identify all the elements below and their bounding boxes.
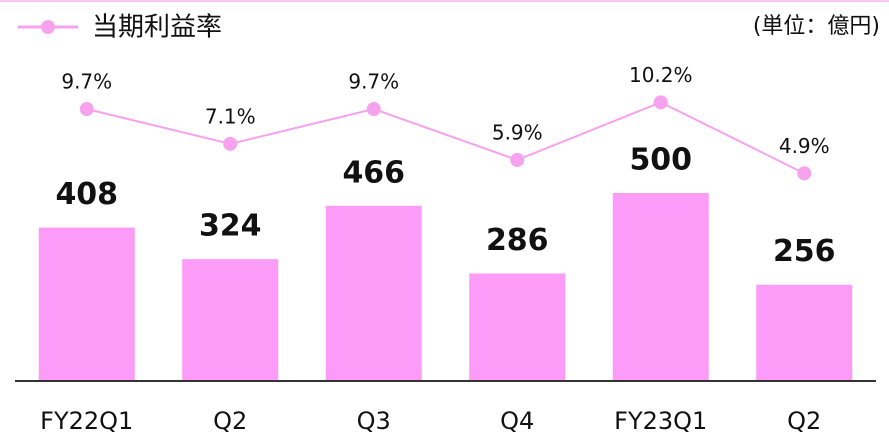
line-point [797, 166, 812, 181]
line-point [510, 152, 525, 167]
line-value-label: 7.1% [205, 104, 256, 128]
legend-label: 当期利益率 [92, 13, 222, 43]
bar-value-label: 324 [199, 209, 262, 244]
line-point [79, 102, 94, 117]
x-tick-label: Q3 [357, 407, 391, 435]
x-tick-label: FY22Q1 [40, 407, 133, 435]
legend-marker [41, 20, 55, 34]
bar [182, 259, 279, 381]
bar [38, 227, 135, 381]
line-value-label: 9.7% [348, 70, 399, 94]
x-tick-label: Q4 [500, 407, 534, 435]
line [86, 101, 805, 175]
bar-value-label: 256 [773, 234, 836, 269]
line-point [366, 102, 381, 117]
line-value-label: 9.7% [61, 70, 112, 94]
line-point [223, 136, 238, 151]
bar-value-label: 466 [342, 155, 405, 190]
bar-value-label: 408 [55, 177, 118, 212]
line-value-label: 5.9% [492, 120, 543, 144]
bar [469, 273, 566, 381]
bar-value-label: 286 [486, 223, 549, 258]
bar-value-label: 500 [629, 143, 692, 178]
x-tick-label: Q2 [787, 407, 821, 435]
bar [325, 205, 422, 381]
bar [756, 284, 853, 381]
line-point [653, 95, 668, 110]
x-tick-label: FY23Q1 [614, 407, 707, 435]
line-value-label: 10.2% [629, 63, 693, 87]
x-tick-label: Q2 [213, 407, 247, 435]
bar [612, 193, 709, 381]
unit-label: (単位：億円) [753, 14, 880, 39]
line-value-label: 4.9% [779, 134, 830, 158]
